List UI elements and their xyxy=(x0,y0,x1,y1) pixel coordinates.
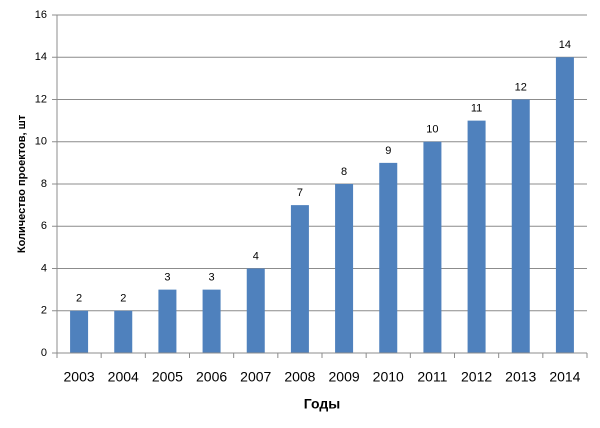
value-label: 9 xyxy=(385,145,391,157)
x-tick-label: 2008 xyxy=(284,369,315,385)
value-label: 10 xyxy=(426,124,438,136)
x-tick-label: 2009 xyxy=(329,369,360,385)
x-tick-label: 2014 xyxy=(549,369,580,385)
bar xyxy=(335,184,354,353)
value-label: 3 xyxy=(164,272,170,284)
y-tick-label: 14 xyxy=(35,51,47,63)
y-tick-label: 16 xyxy=(35,9,47,21)
bar xyxy=(511,99,530,353)
value-label: 8 xyxy=(341,166,347,178)
y-tick-label: 0 xyxy=(41,347,47,359)
x-tick-label: 2006 xyxy=(196,369,227,385)
bar xyxy=(246,268,265,353)
x-tick-label: 2004 xyxy=(108,369,139,385)
bar xyxy=(202,289,221,353)
value-label: 2 xyxy=(120,293,126,305)
y-tick-label: 2 xyxy=(41,305,47,317)
y-axis-label: Количество проектов, шт xyxy=(16,114,28,253)
y-tick-label: 10 xyxy=(35,136,47,148)
x-tick-label: 2011 xyxy=(417,369,447,385)
value-label: 3 xyxy=(209,272,215,284)
bar xyxy=(114,310,133,353)
value-label: 14 xyxy=(559,39,571,51)
value-label: 4 xyxy=(253,250,259,262)
y-tick-label: 4 xyxy=(41,262,47,274)
x-tick-label: 2007 xyxy=(240,369,271,385)
x-tick-label: 2013 xyxy=(505,369,536,385)
bar xyxy=(423,141,442,353)
bar xyxy=(290,205,309,353)
y-tick-label: 12 xyxy=(35,93,47,105)
x-tick-label: 2003 xyxy=(64,369,95,385)
value-label: 11 xyxy=(471,103,482,115)
x-axis-label: Годы xyxy=(304,396,340,412)
x-tick-label: 2010 xyxy=(373,369,404,385)
y-tick-label: 6 xyxy=(41,220,47,232)
value-label: 7 xyxy=(297,187,303,199)
bar xyxy=(379,162,398,353)
x-tick-label: 2012 xyxy=(461,369,492,385)
value-label: 2 xyxy=(76,293,82,305)
bar xyxy=(158,289,177,353)
bar xyxy=(555,57,574,353)
y-tick-label: 8 xyxy=(41,178,47,190)
value-label: 12 xyxy=(515,81,527,93)
x-tick-label: 2005 xyxy=(152,369,183,385)
bar xyxy=(467,120,486,353)
bar xyxy=(70,310,89,353)
